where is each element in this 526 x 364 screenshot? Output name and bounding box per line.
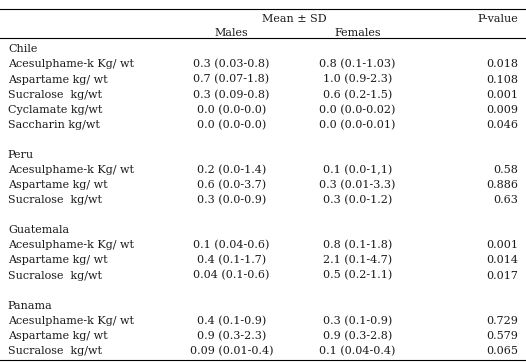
Text: 0.009: 0.009 bbox=[486, 105, 518, 115]
Text: 0.018: 0.018 bbox=[486, 59, 518, 70]
Text: 0.3 (0.1-0.9): 0.3 (0.1-0.9) bbox=[323, 316, 392, 326]
Text: 0.729: 0.729 bbox=[486, 316, 518, 326]
Text: 0.108: 0.108 bbox=[486, 75, 518, 84]
Text: Aspartame kg/ wt: Aspartame kg/ wt bbox=[8, 180, 107, 190]
Text: Mean ± SD: Mean ± SD bbox=[262, 14, 327, 24]
Text: 0.0 (0.0-0.02): 0.0 (0.0-0.02) bbox=[319, 104, 396, 115]
Text: Aspartame kg/ wt: Aspartame kg/ wt bbox=[8, 331, 107, 341]
Text: 0.6 (0.2-1.5): 0.6 (0.2-1.5) bbox=[323, 90, 392, 100]
Text: 0.1 (0.0-1,1): 0.1 (0.0-1,1) bbox=[323, 165, 392, 175]
Text: 0.014: 0.014 bbox=[486, 256, 518, 265]
Text: 0.2 (0.0-1.4): 0.2 (0.0-1.4) bbox=[197, 165, 266, 175]
Text: 0.58: 0.58 bbox=[493, 165, 518, 175]
Text: 0.09 (0.01-0.4): 0.09 (0.01-0.4) bbox=[190, 346, 273, 356]
Text: 0.579: 0.579 bbox=[486, 331, 518, 341]
Text: 0.0 (0.0-0.0): 0.0 (0.0-0.0) bbox=[197, 104, 266, 115]
Text: 0.1 (0.04-0.6): 0.1 (0.04-0.6) bbox=[193, 240, 270, 250]
Text: Panama: Panama bbox=[8, 301, 53, 311]
Text: P-value: P-value bbox=[478, 14, 518, 24]
Text: Peru: Peru bbox=[8, 150, 34, 160]
Text: 0.0 (0.0-0.01): 0.0 (0.0-0.01) bbox=[319, 120, 396, 130]
Text: 0.5 (0.2-1.1): 0.5 (0.2-1.1) bbox=[323, 270, 392, 281]
Text: Acesulphame-k Kg/ wt: Acesulphame-k Kg/ wt bbox=[8, 165, 134, 175]
Text: 0.8 (0.1-1.8): 0.8 (0.1-1.8) bbox=[323, 240, 392, 250]
Text: 0.001: 0.001 bbox=[486, 240, 518, 250]
Text: Cyclamate kg/wt: Cyclamate kg/wt bbox=[8, 105, 102, 115]
Text: 0.7 (0.07-1.8): 0.7 (0.07-1.8) bbox=[194, 74, 269, 85]
Text: Males: Males bbox=[215, 28, 248, 39]
Text: 0.001: 0.001 bbox=[486, 90, 518, 100]
Text: 0.8 (0.1-1.03): 0.8 (0.1-1.03) bbox=[319, 59, 396, 70]
Text: 2.1 (0.1-4.7): 2.1 (0.1-4.7) bbox=[323, 255, 392, 266]
Text: 0.046: 0.046 bbox=[486, 120, 518, 130]
Text: 0.9 (0.3-2.3): 0.9 (0.3-2.3) bbox=[197, 331, 266, 341]
Text: 0.0 (0.0-0.0): 0.0 (0.0-0.0) bbox=[197, 120, 266, 130]
Text: 0.065: 0.065 bbox=[486, 346, 518, 356]
Text: 0.3 (0.0-1.2): 0.3 (0.0-1.2) bbox=[323, 195, 392, 205]
Text: Sucralose  kg/wt: Sucralose kg/wt bbox=[8, 90, 102, 100]
Text: Sucralose  kg/wt: Sucralose kg/wt bbox=[8, 195, 102, 205]
Text: Sucralose  kg/wt: Sucralose kg/wt bbox=[8, 346, 102, 356]
Text: 0.4 (0.1-0.9): 0.4 (0.1-0.9) bbox=[197, 316, 266, 326]
Text: Saccharin kg/wt: Saccharin kg/wt bbox=[8, 120, 100, 130]
Text: Guatemala: Guatemala bbox=[8, 225, 69, 236]
Text: 0.1 (0.04-0.4): 0.1 (0.04-0.4) bbox=[319, 346, 396, 356]
Text: Sucralose  kg/wt: Sucralose kg/wt bbox=[8, 270, 102, 281]
Text: 0.3 (0.09-0.8): 0.3 (0.09-0.8) bbox=[193, 90, 270, 100]
Text: 0.4 (0.1-1.7): 0.4 (0.1-1.7) bbox=[197, 255, 266, 266]
Text: 0.3 (0.01-3.3): 0.3 (0.01-3.3) bbox=[319, 180, 396, 190]
Text: Acesulphame-k Kg/ wt: Acesulphame-k Kg/ wt bbox=[8, 240, 134, 250]
Text: 0.9 (0.3-2.8): 0.9 (0.3-2.8) bbox=[323, 331, 392, 341]
Text: 0.04 (0.1-0.6): 0.04 (0.1-0.6) bbox=[193, 270, 270, 281]
Text: 0.886: 0.886 bbox=[486, 180, 518, 190]
Text: 0.6 (0.0-3.7): 0.6 (0.0-3.7) bbox=[197, 180, 266, 190]
Text: Acesulphame-k Kg/ wt: Acesulphame-k Kg/ wt bbox=[8, 316, 134, 326]
Text: Aspartame kg/ wt: Aspartame kg/ wt bbox=[8, 75, 107, 84]
Text: 1.0 (0.9-2.3): 1.0 (0.9-2.3) bbox=[323, 74, 392, 85]
Text: 0.3 (0.03-0.8): 0.3 (0.03-0.8) bbox=[193, 59, 270, 70]
Text: 0.017: 0.017 bbox=[486, 270, 518, 281]
Text: Chile: Chile bbox=[8, 44, 37, 54]
Text: 0.63: 0.63 bbox=[493, 195, 518, 205]
Text: Acesulphame-k Kg/ wt: Acesulphame-k Kg/ wt bbox=[8, 59, 134, 70]
Text: 0.3 (0.0-0.9): 0.3 (0.0-0.9) bbox=[197, 195, 266, 205]
Text: Females: Females bbox=[335, 28, 381, 39]
Text: Aspartame kg/ wt: Aspartame kg/ wt bbox=[8, 256, 107, 265]
